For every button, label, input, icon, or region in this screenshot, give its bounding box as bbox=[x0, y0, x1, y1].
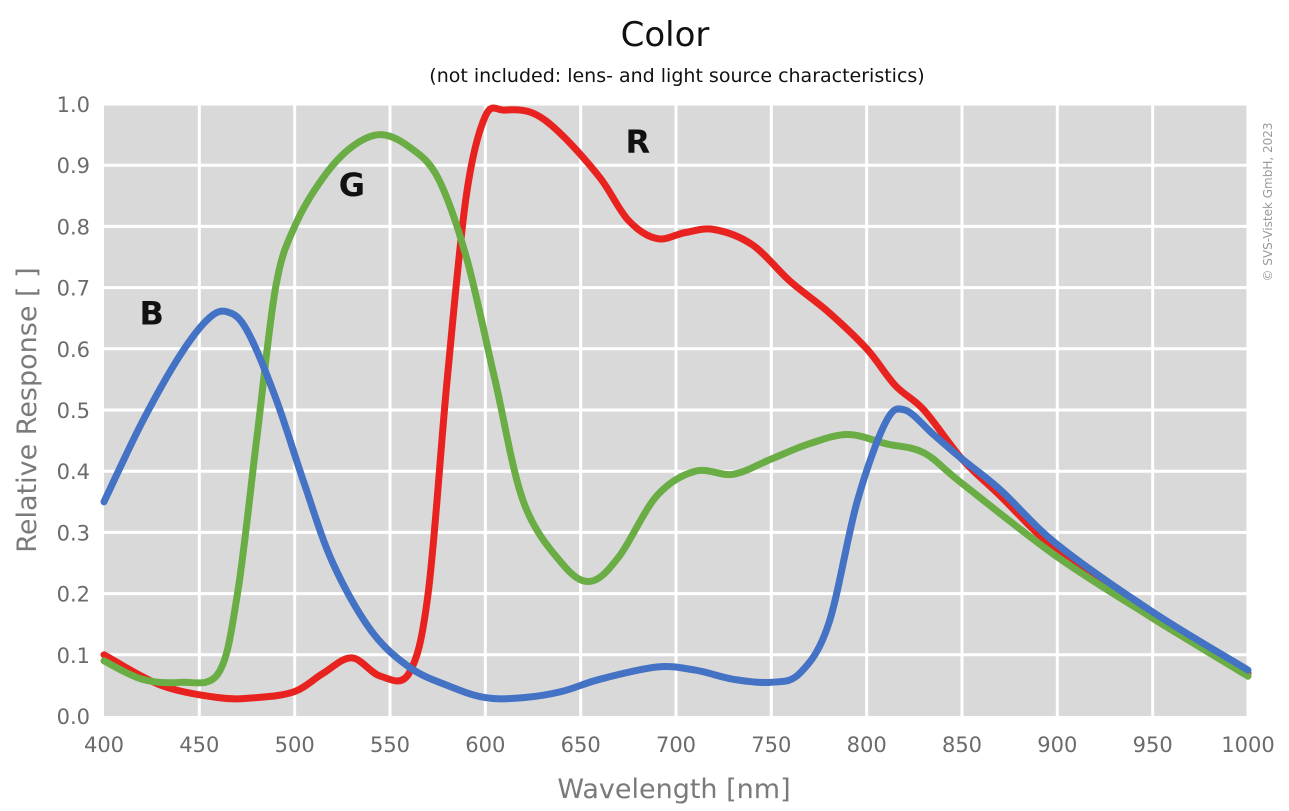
y-axis-label: Relative Response [ ] bbox=[12, 267, 43, 552]
series-line-b bbox=[100, 307, 1252, 703]
series-label-r: R bbox=[626, 123, 651, 161]
x-tick-label: 800 bbox=[847, 733, 887, 757]
series-line-g bbox=[100, 131, 1252, 687]
y-tick-label: 0.8 bbox=[57, 215, 90, 239]
x-tick-label: 850 bbox=[942, 733, 982, 757]
series-label-b: B bbox=[139, 294, 163, 332]
x-tick-label: 450 bbox=[179, 733, 219, 757]
y-tick-label: 0.0 bbox=[57, 705, 90, 729]
x-tick-label: 650 bbox=[561, 733, 601, 757]
chart-subtitle: (not included: lens- and light source ch… bbox=[429, 65, 924, 87]
x-tick-label: 550 bbox=[370, 733, 410, 757]
copyright-text: © SVS-Vistek GmbH, 2023 bbox=[1261, 122, 1275, 281]
y-tick-label: 0.3 bbox=[57, 521, 90, 545]
x-tick-labels: 400 450 500 550 600 650 700 750 800 850 900 950 1000 bbox=[84, 733, 1275, 757]
chart-title: Color bbox=[621, 15, 710, 55]
x-tick-label: 400 bbox=[84, 733, 124, 757]
series-line-r bbox=[100, 104, 1252, 703]
y-tick-label: 0.2 bbox=[57, 583, 90, 607]
x-tick-label: 600 bbox=[465, 733, 505, 757]
y-tick-label: 0.5 bbox=[57, 399, 90, 423]
y-tick-label: 1.0 bbox=[57, 93, 90, 117]
y-tick-label: 0.6 bbox=[57, 338, 90, 362]
y-tick-label: 0.9 bbox=[57, 154, 90, 178]
x-tick-label: 900 bbox=[1037, 733, 1077, 757]
x-tick-label: 750 bbox=[751, 733, 791, 757]
y-tick-label: 0.4 bbox=[57, 460, 90, 484]
y-tick-label: 0.1 bbox=[57, 644, 90, 668]
x-tick-label: 700 bbox=[656, 733, 696, 757]
x-tick-label: 500 bbox=[275, 733, 315, 757]
series-label-g: G bbox=[339, 166, 365, 204]
series-labels: R G B bbox=[139, 123, 650, 332]
x-tick-label: 950 bbox=[1133, 733, 1173, 757]
x-axis-label: Wavelength [nm] bbox=[557, 774, 790, 805]
x-tick-label: 1000 bbox=[1221, 733, 1274, 757]
y-tick-label: 0.7 bbox=[57, 277, 90, 301]
series-lines bbox=[100, 104, 1252, 703]
y-tick-labels: 0.0 0.1 0.2 0.3 0.4 0.5 0.6 0.7 0.8 0.9 1.0 bbox=[57, 93, 90, 729]
